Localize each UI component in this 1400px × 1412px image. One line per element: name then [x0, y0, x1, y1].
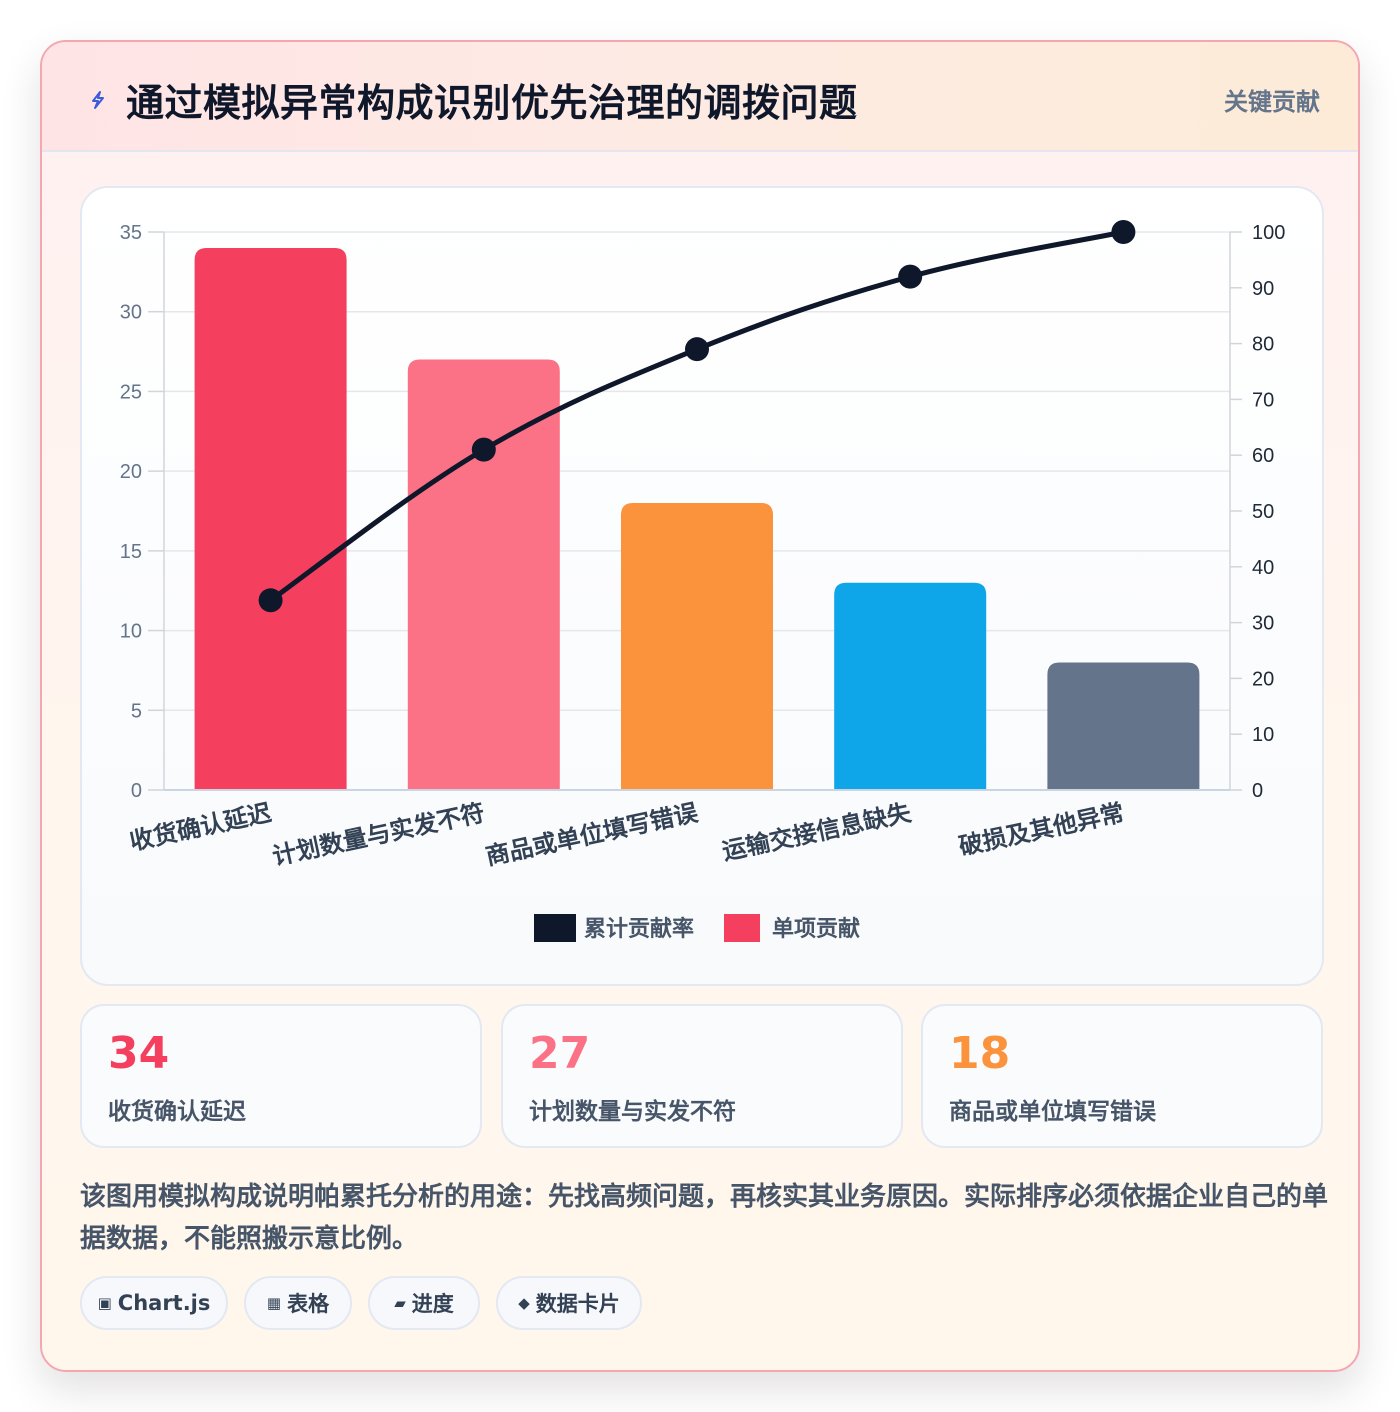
tag-label: 数据卡片: [535, 1292, 620, 1316]
chart-panel: 0 5 10 15 20 25 30 35 0 10 20 30 40 50 60 70 80 90 100 收货确认…: [80, 186, 1324, 986]
y2-tick-label: 90: [1252, 278, 1274, 300]
x-tick-label: 破损及其他异常: [956, 798, 1126, 860]
tag-data-card[interactable]: ◆ 数据卡片: [496, 1276, 642, 1330]
stat-label: 收货确认延迟: [108, 1099, 246, 1125]
stat-label: 计划数量与实发不符: [529, 1099, 736, 1125]
tag-label: 进度: [411, 1292, 454, 1316]
pareto-chart: 0 5 10 15 20 25 30 35 0 10 20 30 40 50 60 70 80 90 100 收货确认…: [120, 220, 1285, 942]
table-icon: ▦: [266, 1294, 282, 1312]
cumulative-point: [685, 337, 709, 362]
tag-chartjs[interactable]: ▣ Chart.js: [80, 1276, 228, 1330]
cumulative-point: [471, 437, 496, 462]
x-tick-label: 收货确认延迟: [127, 798, 274, 855]
y-tick-label: 0: [131, 780, 142, 802]
card-header: 通过模拟异常构成识别优先治理的调拨问题 关键贡献: [42, 42, 1358, 152]
stat-label: 商品或单位填写错误: [949, 1099, 1156, 1125]
report-card: 通过模拟异常构成识别优先治理的调拨问题 关键贡献 0 5 10 15 20 25 30 35 0…: [40, 40, 1360, 1372]
tag-table[interactable]: ▦ 表格: [244, 1276, 352, 1330]
y2-tick-label: 70: [1252, 389, 1274, 411]
legend-swatch: [724, 914, 760, 942]
tag-label: 表格: [287, 1292, 330, 1316]
bar: [1047, 662, 1200, 790]
y-tick-label: 5: [131, 700, 142, 722]
y-tick-label: 15: [120, 541, 142, 563]
y2-tick-label: 40: [1252, 557, 1274, 579]
tag-progress[interactable]: ▰ 进度: [368, 1276, 480, 1330]
stat-card: 18 商品或单位填写错误: [921, 1004, 1323, 1148]
y2-tick-label: 10: [1252, 724, 1274, 746]
diamond-icon: ◆: [518, 1294, 530, 1312]
chart-icon: ▣: [97, 1294, 112, 1312]
bar: [834, 582, 987, 790]
x-tick-label: 运输交接信息缺失: [720, 798, 915, 866]
analysis-note: 该图用模拟构成说明帕累托分析的用途：先找高频问题，再核实其业务原因。实际排序必须…: [80, 1182, 1329, 1254]
y-tick-label: 30: [120, 302, 142, 324]
y2-tick-label: 50: [1252, 501, 1274, 523]
legend-swatch: [534, 914, 576, 942]
bar: [194, 247, 347, 790]
stat-card: 34 收货确认延迟: [80, 1004, 482, 1148]
y2-tick-label: 20: [1252, 668, 1274, 690]
legend-label: 单项贡献: [772, 916, 860, 942]
y-tick-label: 25: [120, 381, 142, 403]
header-badge: 关键贡献: [1224, 88, 1320, 116]
lightning-icon: [92, 91, 104, 109]
x-tick-label: 计划数量与实发不符: [270, 798, 487, 870]
x-tick-label: 商品或单位填写错误: [483, 798, 701, 871]
y-tick-label: 10: [120, 621, 142, 643]
cumulative-point: [258, 588, 283, 613]
y2-tick-label: 60: [1252, 445, 1274, 467]
y-tick-label: 20: [120, 461, 142, 483]
stat-value: 18: [949, 1028, 1011, 1079]
stat-card: 27 计划数量与实发不符: [501, 1004, 903, 1148]
stat-value: 27: [529, 1028, 591, 1079]
y2-tick-label: 30: [1252, 613, 1274, 635]
cumulative-point: [1111, 220, 1136, 244]
progress-icon: ▰: [394, 1294, 406, 1312]
y2-tick-label: 0: [1252, 780, 1263, 802]
cumulative-point: [898, 264, 923, 289]
y2-tick-label: 80: [1252, 334, 1274, 356]
bar: [621, 503, 773, 790]
bar: [407, 359, 560, 790]
stat-value: 34: [108, 1028, 170, 1079]
tag-label: Chart.js: [117, 1291, 211, 1315]
y2-tick-label: 100: [1252, 222, 1285, 244]
y-tick-label: 35: [120, 222, 142, 244]
legend-label: 累计贡献率: [584, 916, 694, 942]
page-title: 通过模拟异常构成识别优先治理的调拨问题: [126, 81, 858, 125]
